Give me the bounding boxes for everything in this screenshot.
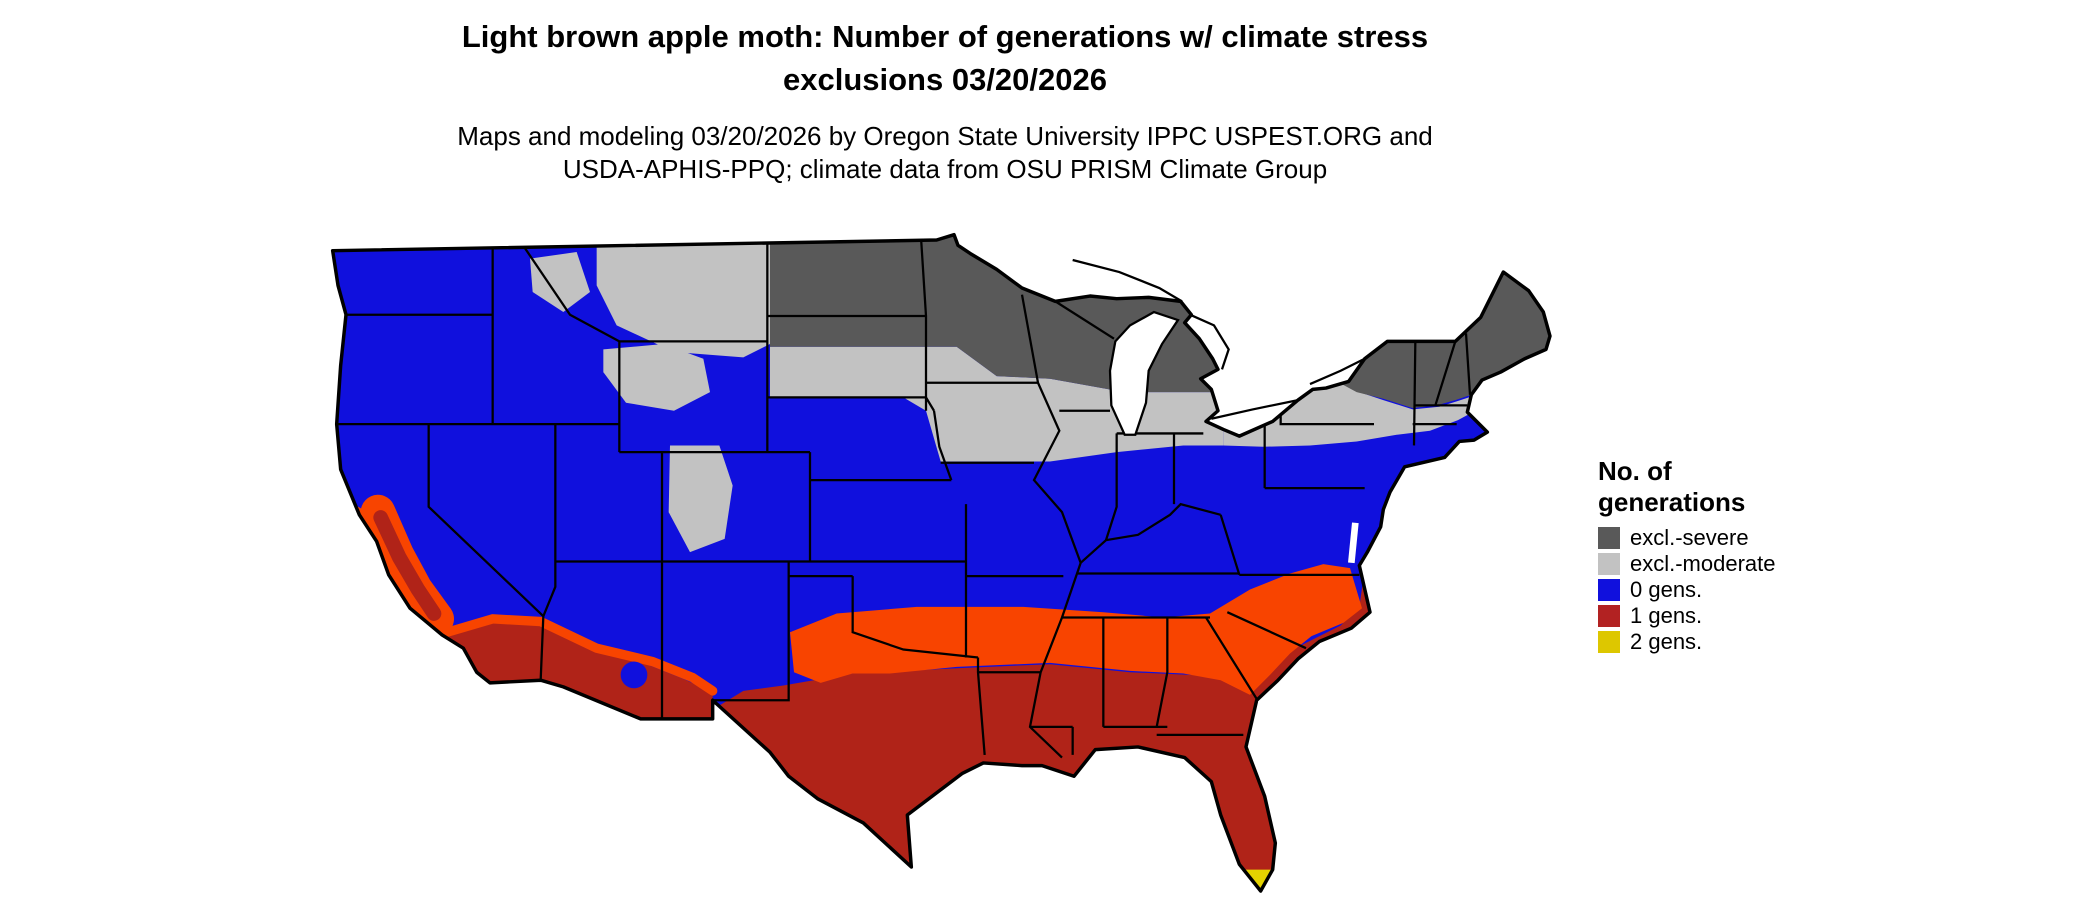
header: Light brown apple moth: Number of genera… [0,16,1890,187]
page-subtitle: Maps and modeling 03/20/2026 by Oregon S… [0,120,1890,188]
page-title-line1: Light brown apple moth: Number of genera… [461,19,1429,54]
us-map-svg [330,232,1552,893]
legend-label: excl.-severe [1630,525,1749,551]
legend-item-1-gens: 1 gens. [1598,603,1776,629]
chesapeake-bay [1348,522,1359,564]
color-swatch-0-gens [1598,579,1620,602]
region-1-gen-central-valley [373,510,442,621]
color-swatch-excl-moderate [1598,553,1620,576]
map-fill-layers [332,234,1550,891]
legend-title-line2: generations [1598,486,1746,517]
region-excl-moderate-montana [596,234,770,358]
legend-item-2-gens: 2 gens. [1598,629,1776,655]
region-excl-severe-new-england [1336,245,1550,419]
region-excl-moderate-colorado [668,445,733,553]
great-lakes-borders [1072,258,1366,420]
legend-label: 2 gens. [1630,629,1703,655]
page-subtitle-line2: USDA-APHIS-PPQ; climate data from OSU PR… [562,154,1328,185]
region-0-gens-se-arizona-pocket [620,661,648,689]
us-outline [330,232,1552,893]
us-generations-map [330,232,1570,899]
legend-item-0-gens: 0 gens. [1598,577,1776,603]
page-title: Light brown apple moth: Number of genera… [0,16,1890,102]
region-transition-arizona-fringe [442,614,718,696]
page-subtitle-line1: Maps and modeling 03/20/2026 by Oregon S… [457,120,1433,151]
legend-label: excl.-moderate [1630,551,1776,577]
region-excl-moderate-wyoming [603,344,710,411]
legend-label: 0 gens. [1630,577,1703,603]
region-excl-moderate-plains [770,346,1224,462]
legend-item-excl-severe: excl.-severe [1598,525,1776,551]
region-excl-moderate-idaho [530,252,590,313]
state-borders [332,234,1472,759]
lake-michigan [1108,310,1180,436]
color-swatch-excl-severe [1598,527,1620,550]
page-title-line2: exclusions 03/20/2026 [782,61,1107,97]
region-transition-band [790,564,1362,695]
legend-item-excl-moderate: excl.-moderate [1598,551,1776,577]
legend: No. of generations excl.-severe excl.-mo… [1598,456,1776,657]
color-swatch-2-gens [1598,631,1620,654]
region-1-gen-southwest [443,621,713,721]
legend-label: 1 gens. [1630,603,1703,629]
legend-title: No. of generations [1598,456,1776,517]
legend-title-line1: No. of [1598,456,1672,486]
region-1-gen-south [703,569,1397,891]
color-swatch-1-gens [1598,605,1620,628]
